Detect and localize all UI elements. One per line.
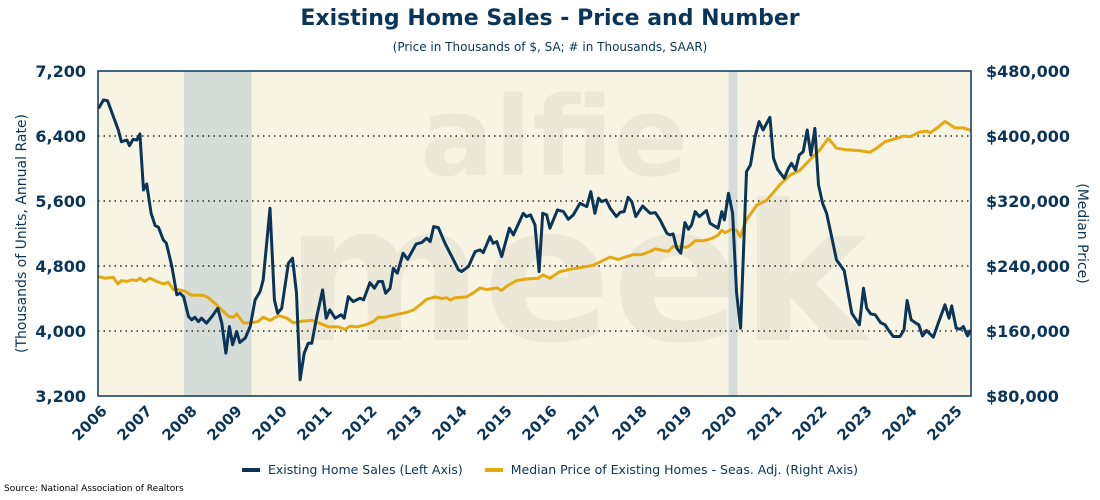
x-axis-tick-label: 2020 bbox=[699, 402, 741, 444]
chart-subtitle: (Price in Thousands of $, SA; # in Thous… bbox=[392, 40, 708, 54]
x-axis-tick-label: 2015 bbox=[474, 402, 516, 444]
x-axis-tick-label: 2011 bbox=[294, 402, 336, 444]
source-note: Source: National Association of Realtors bbox=[4, 484, 184, 494]
right-axis-tick-label: $480,000 bbox=[986, 62, 1070, 81]
chart-title: Existing Home Sales - Price and Number bbox=[300, 6, 800, 31]
left-axis-tick-label: 7,200 bbox=[35, 62, 86, 81]
left-axis-tick-label: 3,200 bbox=[35, 387, 86, 406]
left-axis-tick-label: 4,000 bbox=[35, 322, 86, 341]
right-axis-tick-label: $80,000 bbox=[986, 387, 1059, 406]
legend-label-sales: Existing Home Sales (Left Axis) bbox=[267, 462, 463, 477]
x-axis-tick-label: 2025 bbox=[924, 402, 966, 444]
left-axis-tick-label: 5,600 bbox=[35, 192, 86, 211]
right-axis-tick-label: $400,000 bbox=[986, 127, 1070, 146]
right-axis-tick-label: $320,000 bbox=[986, 192, 1070, 211]
right-axis-title: (Median Price) bbox=[1074, 183, 1090, 283]
x-axis-tick-label: 2007 bbox=[114, 402, 156, 444]
watermark-logo: meek bbox=[285, 164, 871, 385]
left-axis-tick-label: 4,800 bbox=[35, 257, 86, 276]
series-line-median-price bbox=[98, 119, 972, 331]
watermark-logo: alfie bbox=[420, 73, 688, 201]
legend: Existing Home Sales (Left Axis) Median P… bbox=[0, 462, 1100, 477]
x-axis-tick-label: 2012 bbox=[339, 402, 381, 444]
left-axis-tick-label: 6,400 bbox=[35, 127, 86, 146]
recession-band bbox=[184, 71, 252, 396]
x-axis-tick-label: 2018 bbox=[609, 402, 651, 444]
right-axis-tick-label: $240,000 bbox=[986, 257, 1070, 276]
x-axis-tick-label: 2008 bbox=[159, 402, 201, 444]
x-axis-tick-label: 2013 bbox=[384, 402, 426, 444]
x-axis-tick-label: 2019 bbox=[654, 402, 696, 444]
legend-swatch-price bbox=[484, 467, 503, 472]
x-axis-tick-label: 2009 bbox=[204, 402, 246, 444]
right-axis-tick-label: $160,000 bbox=[986, 322, 1070, 341]
legend-item-sales: Existing Home Sales (Left Axis) bbox=[241, 462, 463, 477]
series-line-existing-home-sales bbox=[97, 98, 972, 382]
x-axis-tick-label: 2014 bbox=[429, 402, 471, 444]
x-axis-tick-label: 2006 bbox=[69, 402, 111, 444]
x-axis-tick-label: 2023 bbox=[834, 402, 876, 444]
left-axis-title: (Thousands of Units, Annual Rate) bbox=[14, 114, 30, 353]
x-axis-tick-label: 2022 bbox=[789, 402, 831, 444]
plot-border bbox=[97, 70, 972, 397]
legend-swatch-sales bbox=[241, 467, 260, 472]
legend-label-price: Median Price of Existing Homes - Seas. A… bbox=[510, 462, 859, 477]
x-axis-tick-label: 2024 bbox=[879, 402, 921, 444]
x-axis-tick-label: 2021 bbox=[744, 402, 786, 444]
x-axis-tick-label: 2017 bbox=[564, 402, 606, 444]
x-axis-tick-label: 2010 bbox=[249, 402, 291, 444]
legend-item-price: Median Price of Existing Homes - Seas. A… bbox=[484, 462, 859, 477]
x-axis-tick-label: 2016 bbox=[519, 402, 561, 444]
